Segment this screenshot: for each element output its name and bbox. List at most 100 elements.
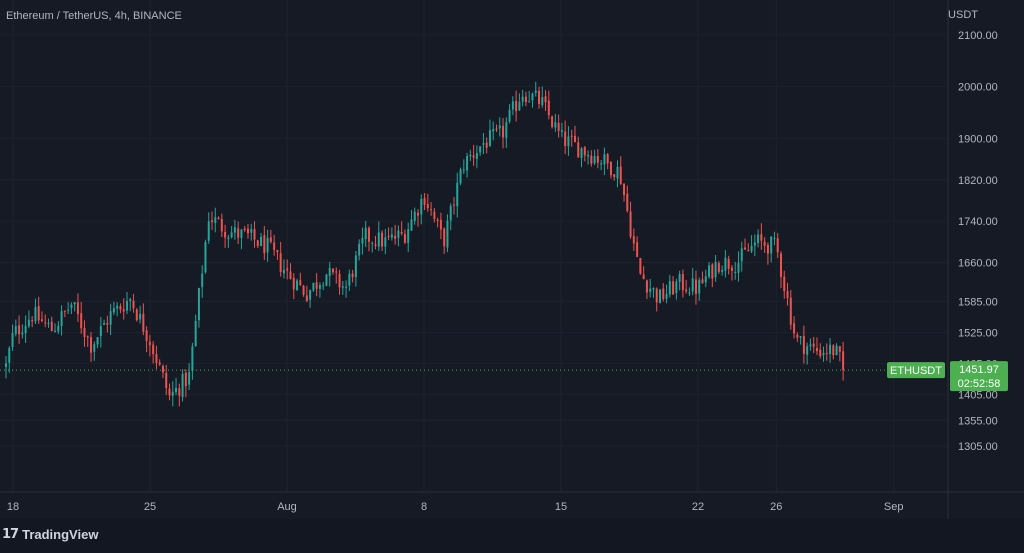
candle-body — [423, 198, 426, 205]
candle-body — [240, 229, 243, 238]
candle-body — [770, 236, 773, 254]
candle-body — [145, 330, 148, 341]
y-tick-label: 1740.00 — [958, 216, 998, 228]
candle-body — [31, 320, 34, 322]
candle-body — [753, 242, 756, 246]
candle-body — [459, 169, 462, 184]
candle-body — [531, 93, 534, 101]
y-tick-label: 2000.00 — [958, 82, 998, 94]
candle-body — [838, 346, 841, 352]
candle-body — [587, 154, 590, 157]
candle-body — [538, 90, 541, 104]
candle-body — [86, 336, 89, 338]
candle-body — [789, 297, 792, 325]
candle-body — [724, 257, 727, 271]
candle-body — [714, 261, 717, 278]
candle-body — [292, 277, 295, 290]
candle-body — [18, 325, 21, 335]
x-tick-label: 18 — [7, 501, 19, 513]
candle-body — [341, 286, 344, 288]
symbol-tag — [887, 362, 945, 379]
candle-body — [632, 236, 635, 244]
candle-body — [139, 313, 142, 320]
candle-body — [449, 205, 452, 221]
candle-body — [446, 220, 449, 248]
candle-body — [560, 130, 563, 132]
candle-body — [815, 347, 818, 352]
candle-body — [675, 281, 678, 294]
candle-body — [802, 336, 805, 355]
candle-body — [224, 231, 227, 238]
candle-body — [57, 325, 60, 332]
x-tick-label: Aug — [277, 501, 297, 513]
candle-body — [148, 341, 151, 346]
tradingview-logo[interactable]: 17 TradingView — [2, 527, 98, 542]
candle-body — [289, 271, 292, 279]
candle-body — [246, 228, 249, 234]
symbol-title[interactable]: Ethereum / TetherUS, 4h, BINANCE — [6, 10, 182, 22]
candle-body — [616, 167, 619, 179]
candle-body — [498, 125, 501, 129]
candle-body — [619, 166, 622, 184]
candle-body — [106, 323, 109, 325]
candle-body — [397, 230, 400, 238]
candle-body — [351, 273, 354, 278]
candle-body — [551, 116, 554, 128]
candle-body — [302, 285, 305, 295]
candle-body — [34, 307, 37, 322]
candle-body — [750, 245, 753, 252]
candle-body — [322, 285, 325, 287]
candle-body — [250, 229, 253, 233]
candle-body — [665, 294, 668, 299]
candle-body — [273, 242, 276, 251]
candle-body — [312, 282, 315, 291]
candle-body — [374, 244, 377, 246]
candle-body — [760, 234, 763, 241]
candle-body — [515, 100, 518, 112]
candle-body — [67, 309, 70, 311]
candle-body — [799, 336, 802, 338]
candle-body — [50, 321, 53, 332]
x-tick-label: 8 — [421, 501, 427, 513]
candle-body — [518, 101, 521, 111]
candle-body — [740, 248, 743, 262]
candle-body — [403, 233, 406, 243]
candle-body — [233, 227, 236, 233]
candle-body — [135, 309, 138, 321]
candle-body — [90, 337, 93, 353]
time-axis[interactable]: 18 25 Aug 8 15 22 26 Sep — [7, 501, 904, 513]
axis-currency-label[interactable]: USDT — [948, 9, 978, 21]
candle-body — [63, 310, 66, 312]
price-chart[interactable]: 2100.00 2000.00 1900.00 1820.00 1740.00 1660.… — [0, 0, 1024, 519]
candle-body — [384, 237, 387, 247]
candle-body — [452, 204, 455, 206]
last-price-value: 1451.97 — [959, 364, 999, 376]
candle-body — [377, 232, 380, 247]
candle-body — [348, 273, 351, 286]
candle-body — [116, 305, 119, 309]
candle-body — [178, 388, 181, 396]
candle-body — [534, 90, 537, 93]
candle-body — [626, 193, 629, 211]
candle-body — [394, 235, 397, 239]
candle-body — [528, 101, 531, 103]
candle-body — [168, 388, 171, 396]
candle-body — [433, 211, 436, 219]
candle-body — [672, 281, 675, 295]
candle-body — [786, 291, 789, 299]
candle-body — [197, 288, 200, 321]
candle-body — [488, 130, 491, 147]
candle-body — [701, 279, 704, 284]
bar-countdown: 02:52:58 — [958, 378, 1001, 390]
candlestick-series — [5, 81, 845, 407]
x-tick-label: Sep — [884, 501, 904, 513]
candle-body — [668, 281, 671, 295]
candle-body — [152, 344, 155, 355]
candle-body — [184, 372, 187, 387]
candle-body — [822, 352, 825, 356]
candle-body — [809, 344, 812, 347]
y-tick-label: 1900.00 — [958, 133, 998, 145]
candle-body — [381, 232, 384, 247]
candle-body — [286, 268, 289, 271]
candle-body — [727, 258, 730, 269]
